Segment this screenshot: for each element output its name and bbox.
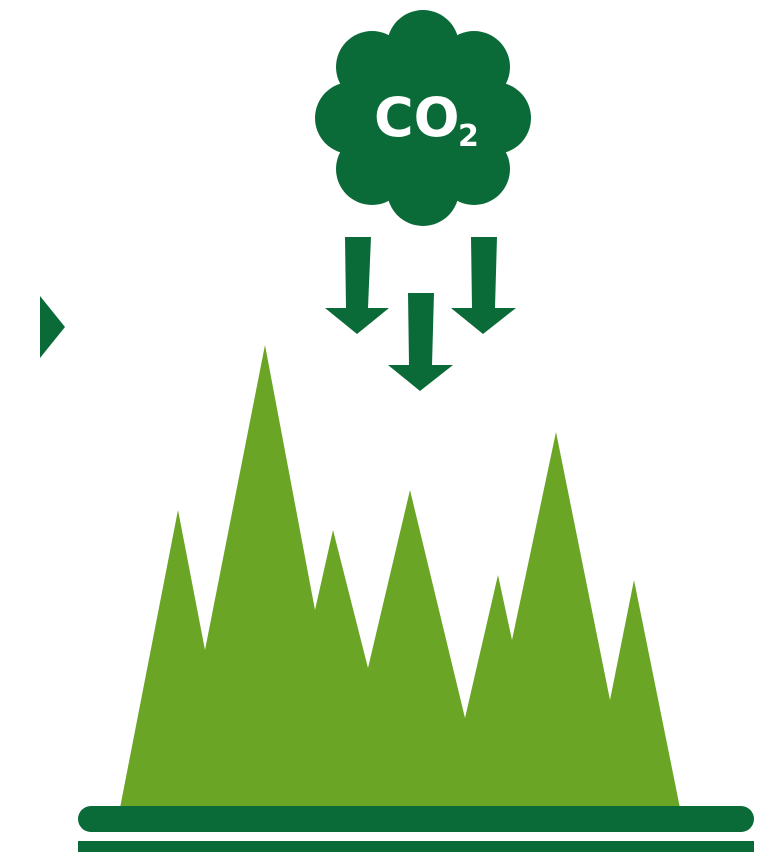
co2-cloud bbox=[315, 10, 531, 226]
forest bbox=[120, 345, 680, 808]
co2-subscript: 2 bbox=[458, 119, 479, 154]
ground bbox=[78, 806, 754, 832]
arrows bbox=[325, 237, 516, 391]
ground-line bbox=[78, 841, 754, 852]
play-marker bbox=[40, 296, 65, 358]
co2-label: CO bbox=[374, 86, 460, 149]
